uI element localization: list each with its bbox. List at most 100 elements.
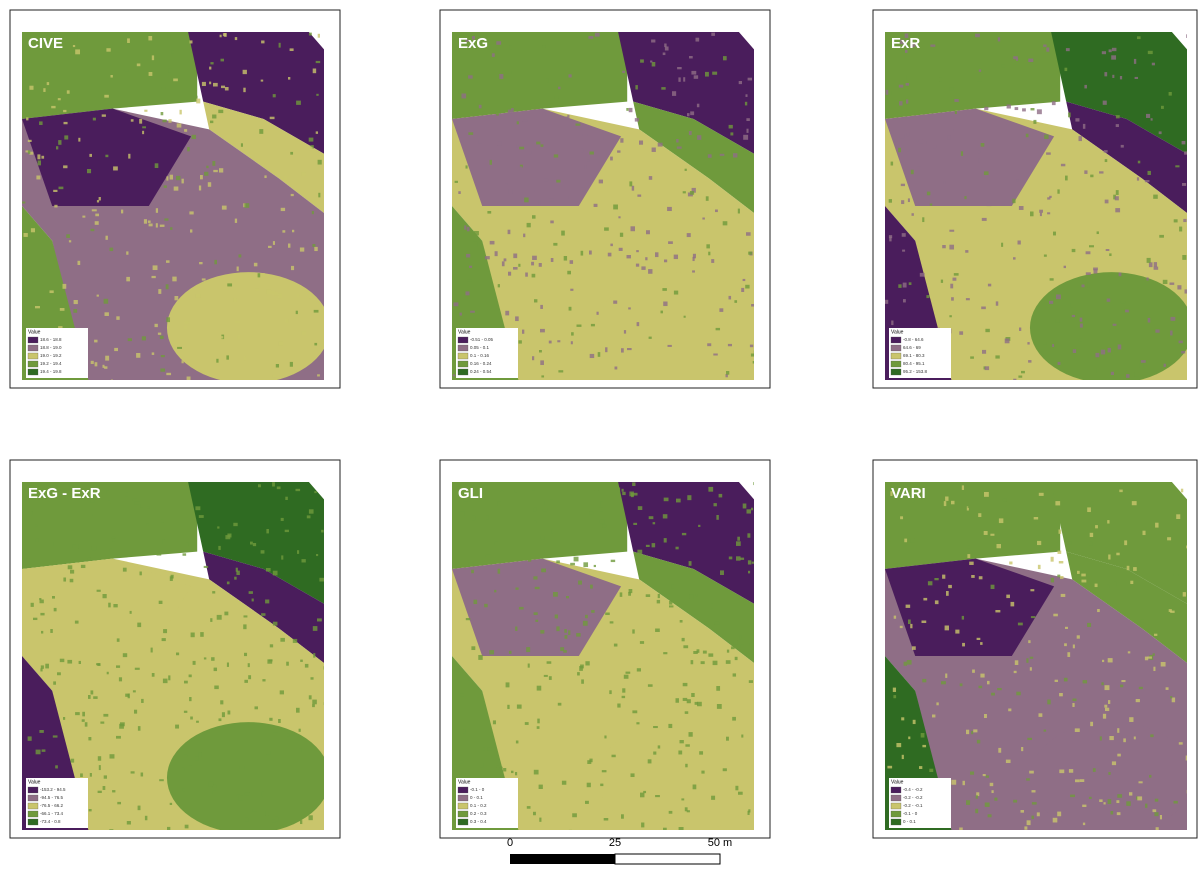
map-speckle	[51, 106, 55, 108]
map-speckle	[729, 557, 733, 560]
map-speckle	[1083, 680, 1087, 683]
map-speckle	[1027, 820, 1031, 825]
map-speckle	[1039, 210, 1043, 213]
page: {"panels": [ {"title": "CIVE", "legend":…	[0, 0, 1198, 888]
map-speckle	[1121, 145, 1124, 148]
map-speckle	[1117, 794, 1122, 798]
map-speckle	[261, 613, 265, 616]
map-speckle	[288, 244, 290, 248]
map-speckle	[1176, 514, 1180, 519]
map-speckle	[1112, 761, 1116, 765]
map-speckle	[620, 233, 623, 237]
map-speckle	[273, 94, 276, 97]
map-speckle	[313, 653, 315, 658]
map-speckle	[1033, 120, 1036, 124]
map-speckle	[517, 705, 522, 709]
legend-swatch	[28, 337, 38, 343]
map-speckle	[479, 105, 482, 109]
map-speckle	[900, 626, 903, 628]
map-speckle	[236, 571, 239, 575]
map-speckle	[170, 227, 172, 230]
map-speckle	[56, 146, 58, 149]
map-speckle	[492, 53, 495, 57]
map-speckle	[487, 211, 491, 214]
map-speckle	[204, 566, 208, 568]
map-speckle	[226, 736, 228, 740]
map-speckle	[1108, 555, 1110, 560]
map-speckle	[705, 72, 709, 77]
map-speckle	[104, 775, 107, 778]
map-speckle	[1047, 700, 1050, 705]
legend-swatch	[458, 345, 468, 351]
map-speckle	[738, 209, 740, 214]
map-speckle	[532, 256, 537, 260]
map-speckle	[220, 35, 222, 38]
map-speckle	[627, 255, 631, 258]
map-speckle	[234, 577, 236, 580]
map-speckle	[276, 364, 279, 368]
map-speckle	[711, 259, 714, 263]
map-speckle	[142, 126, 146, 128]
map-speckle	[512, 41, 515, 45]
map-speckle	[28, 736, 32, 740]
map-speckle	[720, 154, 725, 156]
map-speckle	[1065, 627, 1068, 629]
map-speckle	[1002, 64, 1005, 67]
map-speckle	[537, 719, 539, 724]
map-speckle	[103, 786, 106, 790]
map-speckle	[1182, 255, 1186, 260]
map-speckle	[687, 113, 690, 116]
map-speckle	[1075, 728, 1080, 732]
map-speckle	[556, 180, 560, 183]
map-speckle	[1015, 107, 1019, 110]
map-speckle	[1032, 790, 1036, 792]
map-speckle	[90, 773, 92, 777]
map-speckle	[653, 726, 658, 728]
map-speckle	[189, 675, 192, 678]
map-speckle	[184, 321, 189, 323]
map-speckle	[243, 70, 247, 74]
legend-label: -0.2 - -0.1	[903, 803, 923, 808]
map-speckle	[687, 233, 691, 237]
map-speckle	[723, 221, 728, 225]
map-speckle	[317, 756, 321, 760]
map-speckle	[291, 266, 294, 270]
map-speckle	[1128, 651, 1130, 653]
map-speckle	[1108, 700, 1110, 704]
map-speckle	[1107, 299, 1110, 302]
map-speckle	[998, 37, 1000, 41]
map-speckle	[885, 300, 888, 304]
map-speckle	[967, 545, 971, 548]
map-speckle	[39, 730, 43, 733]
map-speckle	[691, 693, 694, 697]
map-speckle	[691, 660, 694, 664]
map-speckle	[1069, 769, 1073, 773]
map-speckle	[114, 348, 118, 351]
map-region	[167, 272, 330, 383]
map-speckle	[589, 251, 592, 255]
map-speckle	[737, 595, 740, 599]
map-speckle	[168, 119, 171, 123]
map-speckle	[532, 356, 534, 360]
legend-swatch	[891, 345, 901, 351]
map-speckle	[219, 718, 222, 721]
legend-label: -76.5 - 66.2	[40, 803, 64, 808]
map-speckle	[104, 299, 109, 304]
map-speckle	[1126, 801, 1130, 806]
map-speckle	[904, 539, 907, 543]
map-speckle	[469, 141, 472, 144]
map-speckle	[110, 549, 113, 553]
map-speckle	[89, 154, 92, 157]
map-speckle	[978, 513, 981, 517]
map-speckle	[479, 139, 483, 143]
map-speckle	[663, 514, 668, 518]
map-speckle	[984, 171, 989, 175]
map-speckle	[302, 559, 306, 562]
map-speckle	[1073, 699, 1077, 702]
map-speckle	[1044, 730, 1046, 732]
map-speckle	[949, 230, 954, 232]
map-speckle	[682, 638, 685, 641]
map-speckle	[312, 700, 317, 705]
map-speckle	[717, 704, 722, 709]
map-speckle	[532, 215, 536, 218]
